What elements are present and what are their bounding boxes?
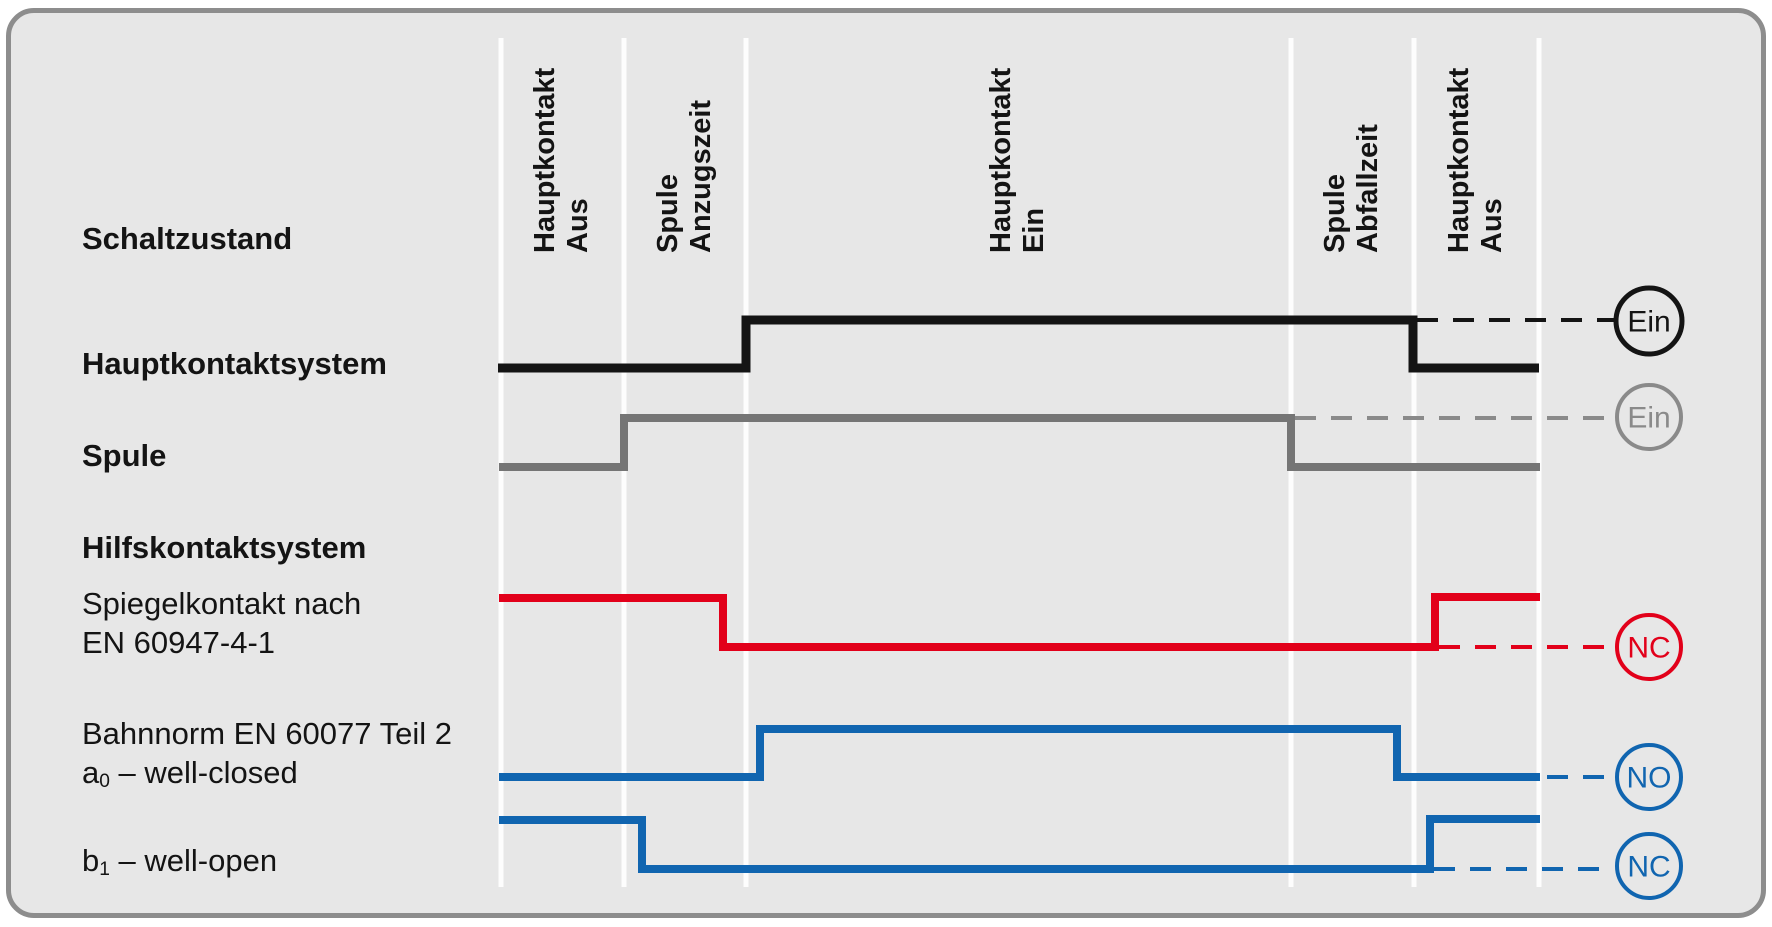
- signal-a0-well-closed: [499, 725, 1540, 781]
- signal-hauptkontaktsystem: [498, 315, 1539, 373]
- signal-spule: [499, 414, 1540, 471]
- badge-label-a0-well-closed: NO: [1627, 762, 1672, 795]
- label-spiegelkontakt-line2: EN 60947-4-1: [82, 625, 276, 660]
- label-b1-well-open: b1 – well-open: [82, 843, 278, 881]
- column-label-1: Spule Anzugszeit: [652, 99, 717, 253]
- badge-circle-spule: [1615, 383, 1683, 451]
- badge-circle-a0-well-closed: [1615, 743, 1683, 811]
- signal-b1-well-open: [499, 815, 1540, 873]
- label-bahnnorm: Bahnnorm EN 60077 Teil 2 a0 – well-close…: [82, 714, 452, 792]
- label-spule: Spule: [82, 438, 167, 473]
- column-label-0: Hauptkontakt Aus: [529, 67, 594, 253]
- badge-label-spule: Ein: [1627, 402, 1670, 435]
- signal-spiegelkontakt: [499, 593, 1540, 651]
- column-label-3: Spule Abfallzeit: [1319, 124, 1384, 253]
- badge-label-b1-well-open: NC: [1627, 851, 1670, 884]
- label-a0-well-closed: a0 – well-closed: [82, 755, 298, 793]
- label-hauptkontaktsystem: Hauptkontaktsystem: [82, 346, 387, 381]
- badge-circle-hauptkontaktsystem: [1613, 285, 1685, 357]
- badge-label-hauptkontaktsystem: Ein: [1627, 306, 1670, 339]
- label-hilfskontaktsystem: Hilfskontaktsystem: [82, 530, 367, 565]
- column-label-2: Hauptkontakt Ein: [985, 67, 1050, 253]
- column-label-4: Hauptkontakt Aus: [1443, 67, 1508, 253]
- badge-circle-spiegelkontakt: [1615, 613, 1683, 681]
- label-schaltzustand: Schaltzustand: [82, 221, 293, 256]
- label-spiegelkontakt: Spiegelkontakt nach EN 60947-4-1: [82, 584, 361, 662]
- label-spiegelkontakt-line1: Spiegelkontakt nach: [82, 586, 362, 621]
- badge-label-spiegelkontakt: NC: [1627, 632, 1670, 665]
- label-bahnnorm-line1: Bahnnorm EN 60077 Teil 2: [82, 716, 452, 751]
- badge-circle-b1-well-open: [1615, 832, 1683, 900]
